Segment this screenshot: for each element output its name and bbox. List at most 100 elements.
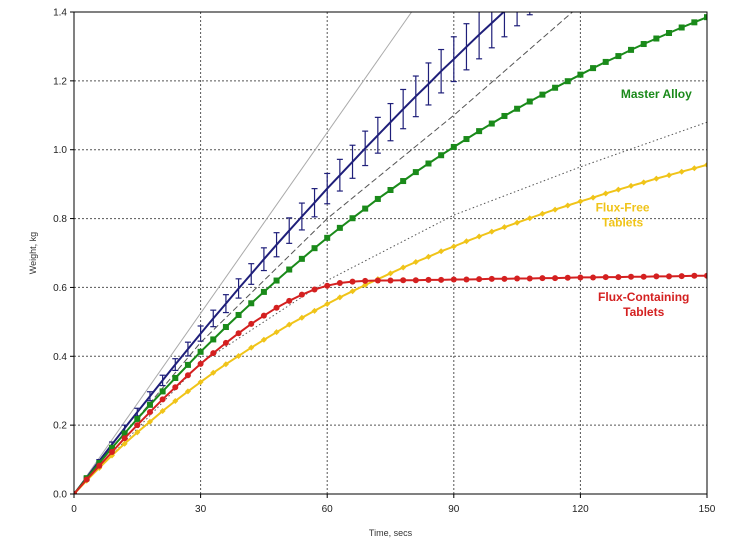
data-point [336,294,343,301]
data-point [324,300,331,307]
data-point [96,462,103,469]
series-master-alloy [74,14,707,494]
data-point [501,275,508,282]
data-point [514,219,521,226]
y-tick-label: 1.2 [53,76,67,87]
data-point [577,198,584,205]
data-point [121,435,128,442]
data-point [501,112,508,119]
data-point [552,206,559,213]
data-point [412,277,419,284]
data-point [311,307,318,314]
data-point [362,282,369,289]
data-point [628,46,635,53]
data-point [362,205,369,212]
data-point [476,276,483,283]
data-point [387,277,394,284]
series-flux-containing-tablets [74,272,707,494]
data-point [552,275,559,282]
data-point [400,264,407,271]
x-tick-label: 60 [322,504,334,515]
annotation-line: Tablets [602,216,643,230]
data-point [640,179,647,186]
data-point [210,350,217,357]
data-point [666,172,673,179]
data-point [691,272,698,279]
data-point [400,178,407,185]
y-tick-label: 1.0 [53,145,67,156]
data-point [514,105,521,112]
data-point [248,300,255,307]
data-point [222,339,229,346]
data-point [577,71,584,78]
data-point [476,128,483,135]
data-point [450,143,457,150]
data-point [197,360,204,367]
data-point [235,311,242,318]
data-point [159,396,166,403]
data-point [336,224,343,231]
data-point [488,228,495,235]
data-point [134,422,141,429]
data-point [678,273,685,280]
data-point [184,388,191,395]
data-point [146,418,153,425]
data-point [615,53,622,60]
data-point [273,304,280,311]
data-point [108,444,115,451]
series-line-master-alloy [74,16,707,494]
y-tick-label: 0.4 [53,352,67,363]
data-point [539,210,546,217]
x-axis-ticks: 0 30 60 90 120 150 [71,494,716,515]
data-point [412,169,419,176]
data-point [704,272,707,279]
data-point [286,266,293,273]
data-point [564,202,571,209]
data-point [146,401,153,408]
data-point [74,491,77,494]
reference-line-dashed [74,12,574,494]
data-point [526,215,533,222]
data-point [539,91,546,98]
data-point [463,276,470,283]
annotation-flux-containing-tablets: Flux-Containing Tablets [598,290,689,319]
annotation-line: Flux-Free [596,201,650,215]
data-point [514,275,521,282]
x-tick-label: 90 [448,504,460,515]
data-point [172,398,179,405]
data-point [108,448,115,455]
data-point [640,273,647,280]
data-point [526,98,533,105]
data-point [476,233,483,240]
data-point [172,374,179,381]
x-tick-label: 150 [699,504,716,515]
data-point [425,276,432,283]
data-point [286,321,293,328]
data-point [83,476,90,483]
y-tick-label: 0.6 [53,283,67,294]
reference-line-solid-thin [74,12,413,494]
data-point [134,429,141,436]
data-point [172,384,179,391]
data-point [387,186,394,193]
data-point [210,336,217,343]
data-point [501,224,508,231]
data-point [628,182,635,189]
data-point [298,314,305,321]
data-point [590,274,597,281]
data-point [488,275,495,282]
data-point [615,274,622,281]
data-point [197,348,204,355]
data-point [666,30,673,37]
data-point [210,369,217,376]
data-point [640,41,647,48]
data-point [311,245,318,252]
annotation-line: Flux-Containing [598,290,689,304]
annotation-flux-free-tablets: Flux-Free Tablets [596,201,650,230]
data-point [349,215,356,222]
y-axis-label: Weight, kg [28,232,38,274]
data-point [602,274,609,281]
data-point [184,372,191,379]
data-point [463,238,470,245]
